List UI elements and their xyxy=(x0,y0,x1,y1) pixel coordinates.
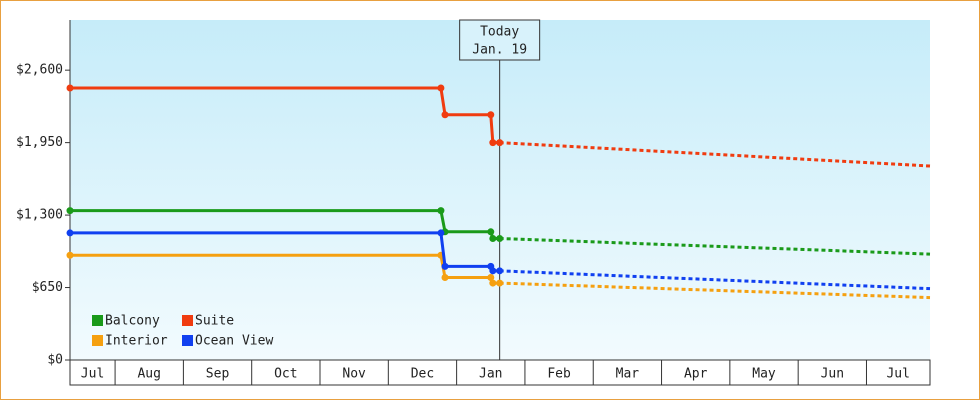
x-tick-label: Feb xyxy=(547,367,571,382)
point xyxy=(437,229,445,237)
point xyxy=(487,274,495,282)
today-label: Today xyxy=(480,25,519,40)
x-tick-label: Jun xyxy=(821,367,844,382)
today-box xyxy=(459,19,541,61)
x-tick-label: Jul xyxy=(886,367,909,382)
legend-swatch xyxy=(182,315,193,326)
legend-label: Interior xyxy=(105,334,168,349)
x-tick-label: Nov xyxy=(342,367,366,382)
today-label: Jan. 19 xyxy=(472,43,527,58)
point xyxy=(489,234,497,242)
point xyxy=(66,207,74,215)
legend-label: Suite xyxy=(195,314,234,329)
point xyxy=(441,262,449,270)
x-tick-label: Oct xyxy=(274,367,297,382)
y-tick-label: $0 xyxy=(47,353,63,368)
forecast-line xyxy=(499,281,931,300)
x-tick-label: Dec xyxy=(411,367,434,382)
point xyxy=(489,139,497,147)
point xyxy=(487,111,495,119)
point xyxy=(437,84,445,92)
x-tick-label: Aug xyxy=(137,367,160,382)
x-tick-label: Jan xyxy=(479,367,502,382)
point xyxy=(489,279,497,287)
point xyxy=(441,111,449,119)
legend-label: Balcony xyxy=(105,314,160,329)
y-tick-label: $1,950 xyxy=(16,135,63,150)
legend-label: Ocean View xyxy=(195,334,273,349)
forecast-line xyxy=(499,236,931,256)
x-tick-label: May xyxy=(752,367,776,382)
forecast-line xyxy=(499,269,931,291)
x-tick-label: Mar xyxy=(616,367,640,382)
point xyxy=(496,279,504,287)
x-tick-label: Sep xyxy=(206,367,230,382)
point xyxy=(66,251,74,259)
y-tick-label: $1,300 xyxy=(16,208,63,223)
x-tick-label: Apr xyxy=(684,367,708,382)
point xyxy=(66,229,74,237)
point xyxy=(496,234,504,242)
point xyxy=(66,84,74,92)
legend-swatch xyxy=(92,335,103,346)
point xyxy=(496,267,504,275)
forecast-line xyxy=(499,141,931,168)
legend-swatch xyxy=(92,315,103,326)
point xyxy=(437,207,445,215)
y-tick-label: $2,600 xyxy=(16,63,63,78)
point xyxy=(441,274,449,282)
x-tick-label: Jul xyxy=(81,367,104,382)
legend-swatch xyxy=(182,335,193,346)
y-tick-label: $650 xyxy=(32,280,63,295)
point xyxy=(489,267,497,275)
point xyxy=(487,228,495,236)
point xyxy=(496,139,504,147)
